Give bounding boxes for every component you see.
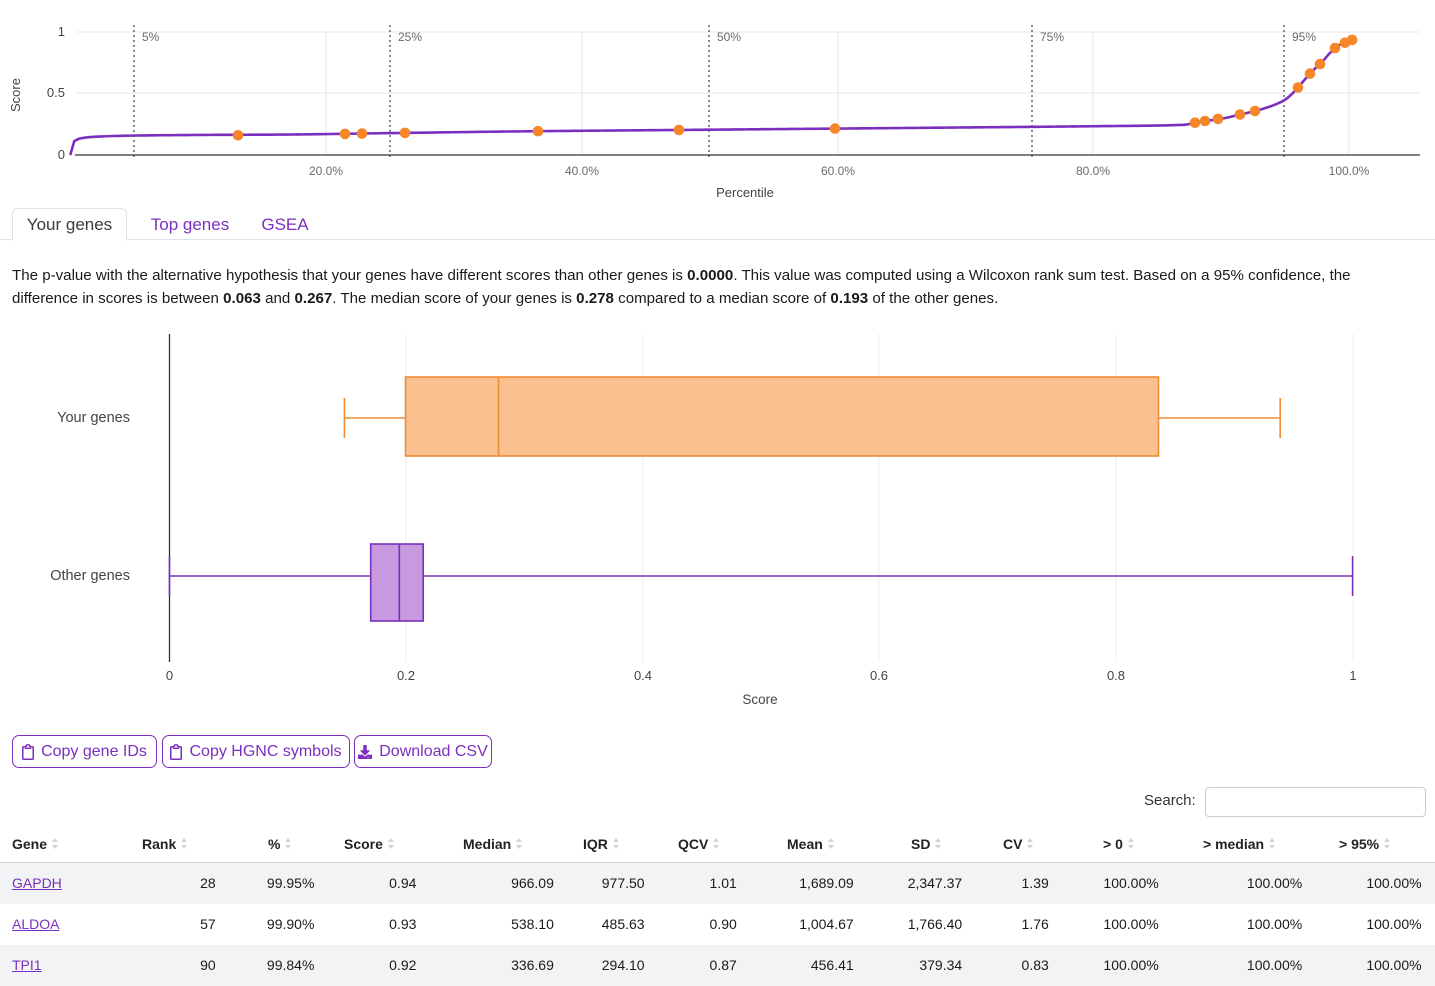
svg-text:0.6: 0.6 (870, 668, 888, 683)
svg-text:100.0%: 100.0% (1329, 164, 1370, 178)
svg-text:Percentile: Percentile (716, 185, 774, 200)
svg-text:0.2: 0.2 (397, 668, 415, 683)
svg-text:60.0%: 60.0% (821, 164, 855, 178)
svg-text:0.8: 0.8 (1107, 668, 1125, 683)
svg-text:50%: 50% (717, 30, 741, 44)
svg-text:75%: 75% (1040, 30, 1064, 44)
svg-text:0: 0 (166, 668, 173, 683)
svg-text:25%: 25% (398, 30, 422, 44)
svg-text:Your genes: Your genes (57, 410, 130, 426)
svg-text:Score: Score (742, 692, 777, 707)
svg-text:0.4: 0.4 (634, 668, 652, 683)
svg-text:80.0%: 80.0% (1076, 164, 1110, 178)
svg-text:40.0%: 40.0% (565, 164, 599, 178)
svg-text:20.0%: 20.0% (309, 164, 343, 178)
svg-text:0.5: 0.5 (47, 85, 65, 100)
svg-text:5%: 5% (142, 30, 160, 44)
svg-text:1: 1 (58, 24, 65, 39)
svg-text:1: 1 (1349, 668, 1356, 683)
svg-text:95%: 95% (1292, 30, 1316, 44)
svg-text:0: 0 (58, 147, 65, 162)
svg-text:Score: Score (8, 78, 23, 112)
svg-text:Other genes: Other genes (50, 568, 130, 584)
